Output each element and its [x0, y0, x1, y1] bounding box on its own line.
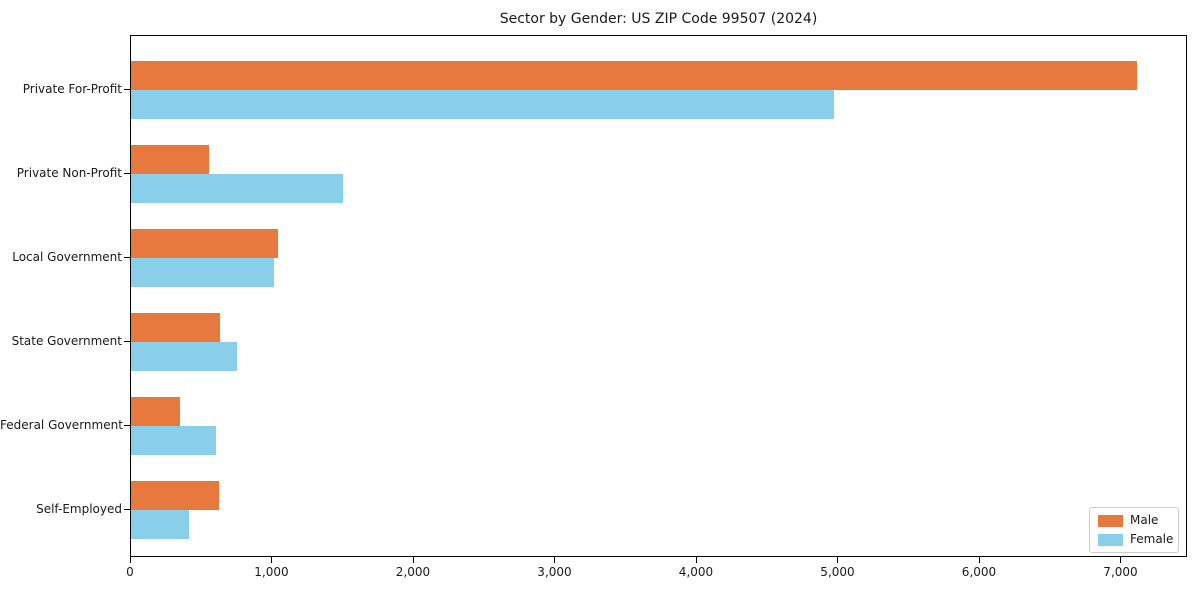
legend-item-female: Female	[1098, 532, 1174, 546]
bar-female-local-government	[131, 258, 274, 287]
y-tick-mark	[124, 173, 130, 174]
bar-female-state-government	[131, 342, 238, 371]
x-tick-label-5000: 5,000	[820, 565, 855, 579]
bar-female-private-non-profit	[131, 174, 344, 203]
bar-male-local-government	[131, 229, 279, 258]
y-tick-mark	[124, 509, 130, 510]
y-tick-label-local-government: Local Government	[12, 250, 122, 264]
x-tick-mark	[130, 557, 131, 563]
x-tick-label-7000: 7,000	[1103, 565, 1138, 579]
x-tick-mark	[695, 557, 697, 563]
bar-male-federal-government	[131, 397, 180, 426]
legend: Male Female	[1089, 507, 1179, 553]
x-tick-mark	[837, 557, 839, 563]
x-tick-mark	[412, 557, 414, 563]
y-tick-label-state-government: State Government	[11, 334, 122, 348]
legend-label-male: Male	[1130, 513, 1159, 527]
x-tick-mark	[554, 557, 556, 563]
x-tick-label-2000: 2,000	[395, 565, 431, 579]
x-tick-mark	[1120, 557, 1122, 563]
y-tick-mark	[124, 89, 130, 90]
legend-swatch-male	[1098, 514, 1123, 527]
bar-male-self-employed	[131, 481, 220, 510]
legend-item-male: Male	[1098, 514, 1170, 527]
legend-swatch-female	[1098, 533, 1123, 546]
y-tick-label-self-employed: Self-Employed	[36, 502, 122, 516]
x-tick-mark	[271, 557, 273, 563]
x-tick-label-3000: 3,000	[537, 565, 572, 579]
legend-label-female: Female	[1130, 532, 1174, 546]
bar-male-private-for-profit	[131, 61, 1138, 90]
y-tick-label-private-for-profit: Private For-Profit	[22, 82, 122, 96]
y-tick-label-federal-government: Federal Government	[0, 418, 123, 432]
bar-female-self-employed	[131, 510, 189, 539]
y-tick-mark	[124, 425, 130, 426]
y-tick-label-private-non-profit: Private Non-Profit	[16, 166, 122, 180]
bar-female-private-for-profit	[131, 90, 835, 119]
y-tick-mark	[124, 341, 130, 342]
bar-male-private-non-profit	[131, 145, 209, 174]
x-tick-label-0: 0	[126, 565, 134, 579]
x-tick-label-6000: 6,000	[961, 565, 997, 579]
x-tick-label-4000: 4,000	[678, 565, 714, 579]
y-tick-mark	[124, 257, 130, 258]
chart-title: Sector by Gender: US ZIP Code 99507 (202…	[499, 11, 818, 27]
x-tick-label-1000: 1,000	[254, 565, 289, 579]
bar-male-state-government	[131, 313, 221, 342]
bar-female-federal-government	[131, 426, 216, 455]
plot-area: Male Female	[130, 35, 1187, 557]
x-tick-mark	[978, 557, 980, 563]
